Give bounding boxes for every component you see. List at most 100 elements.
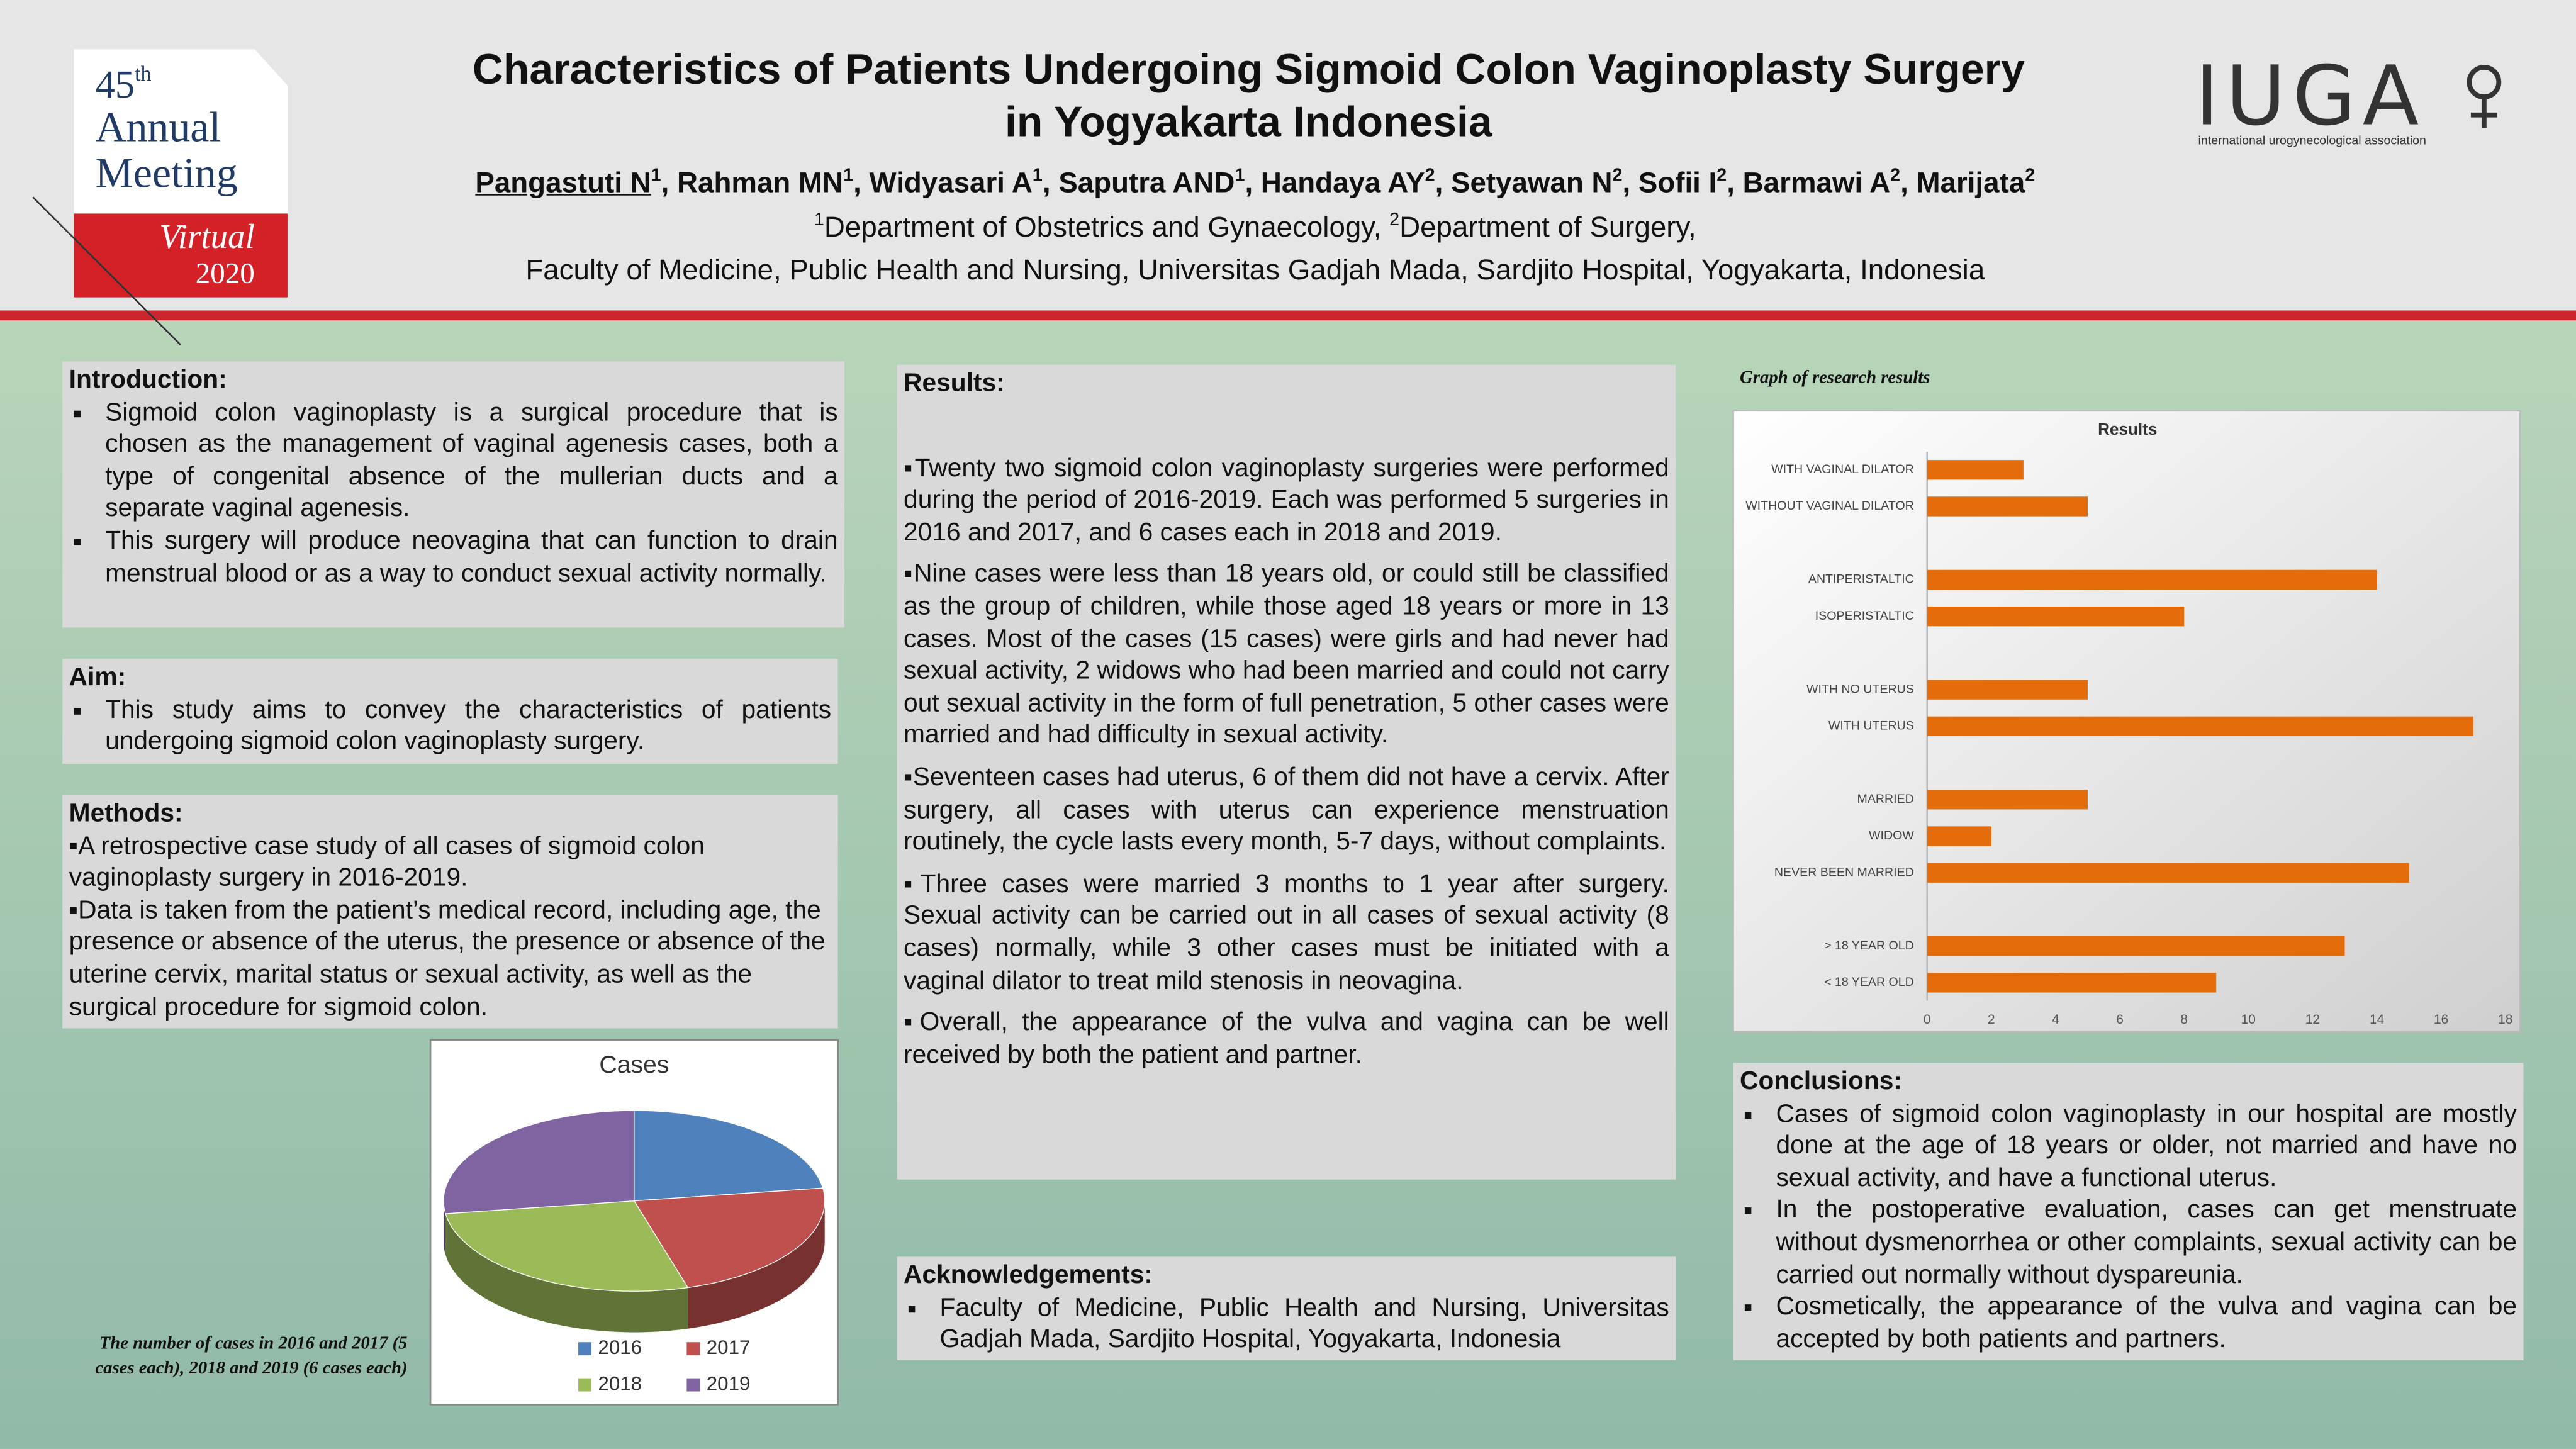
bullet: Sigmoid colon vaginoplasty is a surgical… bbox=[99, 397, 838, 526]
aim-box: Aim: This study aims to convey the chara… bbox=[62, 659, 838, 764]
affiliation-mark: 1 bbox=[814, 210, 824, 230]
authors: Pangastuti N1, Rahman MN1, Widyasari A1,… bbox=[328, 166, 2181, 201]
x-tick-label: 8 bbox=[2180, 1012, 2188, 1027]
y-tick-label: WITH NO UTERUS bbox=[1806, 682, 1914, 696]
x-tick-label: 0 bbox=[1924, 1012, 1931, 1027]
section-heading: Acknowledgements: bbox=[904, 1262, 1153, 1290]
affiliation: Faculty of Medicine, Public Health and N… bbox=[525, 253, 1985, 286]
paragraph: Twenty two sigmoid colon vaginoplasty su… bbox=[904, 453, 1669, 549]
y-tick-label: WITH VAGINAL DILATOR bbox=[1771, 462, 1914, 476]
y-tick-label: < 18 YEAR OLD bbox=[1824, 975, 1914, 989]
section-heading: Conclusions: bbox=[1740, 1068, 1902, 1096]
logo-line bbox=[32, 196, 182, 346]
y-tick-label: WITH UTERUS bbox=[1828, 719, 1914, 732]
paragraph: Seventeen cases had uterus, 6 of them di… bbox=[904, 762, 1669, 858]
affiliation-mark: 2 bbox=[1389, 210, 1400, 230]
legend-label: 2016 bbox=[598, 1336, 642, 1358]
section-heading: Aim: bbox=[69, 663, 126, 692]
bullet: This study aims to convey the characteri… bbox=[99, 694, 831, 758]
bar bbox=[1927, 863, 2409, 883]
bar bbox=[1927, 790, 2088, 810]
pie-slice-side bbox=[445, 1214, 688, 1333]
paragraph: Nine cases were less than 18 years old, … bbox=[904, 559, 1669, 752]
pie-slice bbox=[634, 1110, 824, 1202]
section-heading: Introduction: bbox=[69, 366, 227, 394]
x-tick-label: 16 bbox=[2434, 1012, 2448, 1027]
pie-slice bbox=[633, 1187, 826, 1289]
author-affiliation-mark: 2 bbox=[1716, 166, 1727, 186]
author-name: , Marijata bbox=[1900, 165, 2025, 199]
x-tick-label: 10 bbox=[2241, 1012, 2256, 1027]
bar bbox=[1927, 973, 2217, 993]
bar bbox=[1927, 826, 1991, 846]
paragraph: Three cases were married 3 months to 1 y… bbox=[904, 868, 1669, 997]
author-name: , Barmawi A bbox=[1727, 165, 1891, 199]
pie-slice bbox=[445, 1200, 689, 1292]
author-name: , Setyawan N bbox=[1435, 165, 1613, 199]
x-tick-label: 14 bbox=[2370, 1012, 2384, 1027]
author-name: , Saputra AND bbox=[1042, 165, 1235, 199]
bar bbox=[1927, 716, 2473, 736]
x-tick-label: 6 bbox=[2116, 1012, 2124, 1027]
pie-caption: The number of cases in 2016 and 2017 (5 … bbox=[95, 1334, 408, 1379]
conclusions-box: Conclusions: Cases of sigmoid colon vagi… bbox=[1733, 1063, 2524, 1360]
bullet: This surgery will produce neovagina that… bbox=[99, 525, 838, 590]
x-tick-label: 4 bbox=[2052, 1012, 2059, 1027]
author-name: Pangastuti N bbox=[475, 165, 651, 199]
x-tick-label: 18 bbox=[2498, 1012, 2512, 1027]
bullet: Cosmetically, the appearance of the vulv… bbox=[1769, 1292, 2517, 1356]
logo-text: 2020 bbox=[196, 257, 255, 289]
iuga-logo-subtitle: international urogynecological associati… bbox=[2198, 134, 2426, 148]
logo-red-band bbox=[74, 213, 288, 298]
header-background bbox=[0, 0, 2576, 311]
author-affiliation-mark: 2 bbox=[2025, 166, 2036, 186]
y-tick-label: MARRIED bbox=[1857, 792, 1914, 806]
legend-label: 2017 bbox=[707, 1336, 751, 1358]
paragraph: Data is taken from the patient’s medical… bbox=[69, 895, 832, 1024]
logo-text: Virtual bbox=[159, 217, 254, 255]
pie-slice-side bbox=[443, 1200, 446, 1255]
pie-slice-side bbox=[688, 1200, 825, 1329]
paragraph: Overall, the appearance of the vulva and… bbox=[904, 1007, 1669, 1071]
legend-label: 2019 bbox=[707, 1372, 751, 1394]
author-affiliation-mark: 1 bbox=[1032, 166, 1043, 186]
title-line: Characteristics of Patients Undergoing S… bbox=[472, 44, 2025, 94]
bar bbox=[1927, 569, 2377, 590]
affiliation-text: Department of Surgery, bbox=[1399, 210, 1696, 243]
legend-swatch bbox=[686, 1378, 700, 1392]
x-tick-label: 2 bbox=[1988, 1012, 1995, 1027]
bullet: In the postoperative evaluation, cases c… bbox=[1769, 1195, 2517, 1291]
author-affiliation-mark: 1 bbox=[651, 166, 661, 186]
bar bbox=[1927, 496, 2088, 517]
chart-title: Cases bbox=[599, 1051, 669, 1078]
title-line: in Yogyakarta Indonesia bbox=[1004, 97, 1492, 147]
y-tick-label: ISOPERISTALTIC bbox=[1815, 609, 1914, 623]
logo-card bbox=[74, 49, 288, 214]
bullet: Faculty of Medicine, Public Health and N… bbox=[933, 1292, 1669, 1357]
y-tick-label: ANTIPERISTALTIC bbox=[1808, 573, 1914, 586]
affiliation: 1Department of Obstetrics and Gynaecolog… bbox=[328, 210, 2181, 245]
legend-swatch bbox=[578, 1378, 591, 1392]
header-rule bbox=[0, 310, 2576, 321]
section-heading: Results: bbox=[904, 369, 1005, 398]
pie-slice bbox=[443, 1110, 635, 1214]
author-affiliation-mark: 2 bbox=[1612, 166, 1623, 186]
author-name: , Handaya AY bbox=[1245, 165, 1425, 199]
author-name: , Sofii I bbox=[1622, 165, 1717, 199]
legend-swatch bbox=[578, 1342, 591, 1356]
paragraph: A retrospective case study of all cases … bbox=[69, 831, 832, 895]
author-affiliation-mark: 1 bbox=[1235, 166, 1245, 186]
section-heading: Methods: bbox=[69, 800, 183, 828]
author-affiliation-mark: 1 bbox=[843, 166, 854, 186]
bar bbox=[1927, 936, 2345, 956]
bar bbox=[1927, 680, 2088, 700]
logo-text: 45th bbox=[95, 62, 151, 106]
author-affiliation-mark: 2 bbox=[1425, 166, 1435, 186]
iuga-logo-text: IUGA bbox=[2195, 48, 2425, 144]
results-box: Results: Twenty two sigmoid colon vagino… bbox=[897, 364, 1676, 1180]
author-name: , Rahman MN bbox=[661, 165, 844, 199]
author-affiliation-mark: 2 bbox=[1890, 166, 1901, 186]
